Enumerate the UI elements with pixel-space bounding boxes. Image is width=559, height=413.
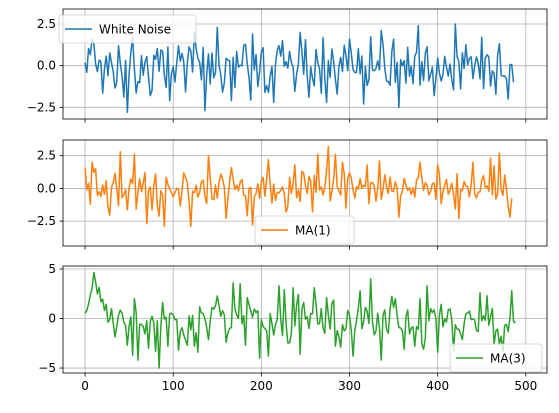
y-tick-label: −5 bbox=[38, 361, 56, 375]
y-tick-label: −2.5 bbox=[27, 100, 56, 114]
axes-frame bbox=[62, 265, 548, 374]
axes-frame bbox=[62, 139, 548, 247]
legend: MA(1) bbox=[254, 215, 355, 245]
y-tick-label: 0.0 bbox=[37, 59, 56, 73]
legend-label: White Noise bbox=[99, 23, 171, 37]
axes-frame bbox=[62, 8, 548, 120]
series-line bbox=[84, 23, 515, 114]
x-tick-label: 0 bbox=[81, 379, 89, 393]
x-tick-label: 200 bbox=[250, 379, 273, 393]
ma1-subplot: −2.5 0.0 2.5 MA(1) bbox=[27, 139, 548, 250]
legend-label: MA(1) bbox=[295, 224, 331, 238]
y-tick-label: 0 bbox=[48, 312, 56, 326]
x-tick-label: 500 bbox=[514, 379, 537, 393]
x-tick-label: 100 bbox=[162, 379, 185, 393]
legend-label: MA(3) bbox=[490, 352, 526, 366]
legend-box bbox=[449, 343, 543, 373]
legend: White Noise bbox=[58, 14, 197, 44]
series-line bbox=[84, 145, 513, 228]
series-line bbox=[84, 271, 516, 369]
y-tick-label: 0.0 bbox=[37, 181, 56, 195]
y-tick-label: 5 bbox=[48, 262, 56, 276]
legend: MA(3) bbox=[449, 343, 543, 373]
legend-box bbox=[58, 14, 197, 44]
x-tick-label: 400 bbox=[426, 379, 449, 393]
y-tick-label: 2.5 bbox=[37, 17, 56, 31]
y-tick-label: 2.5 bbox=[37, 149, 56, 163]
y-tick-label: −2.5 bbox=[27, 214, 56, 228]
white-noise-subplot: −2.5 0.0 2.5 White Noise bbox=[27, 8, 548, 123]
x-tick-label: 300 bbox=[338, 379, 361, 393]
legend-box bbox=[254, 215, 355, 245]
